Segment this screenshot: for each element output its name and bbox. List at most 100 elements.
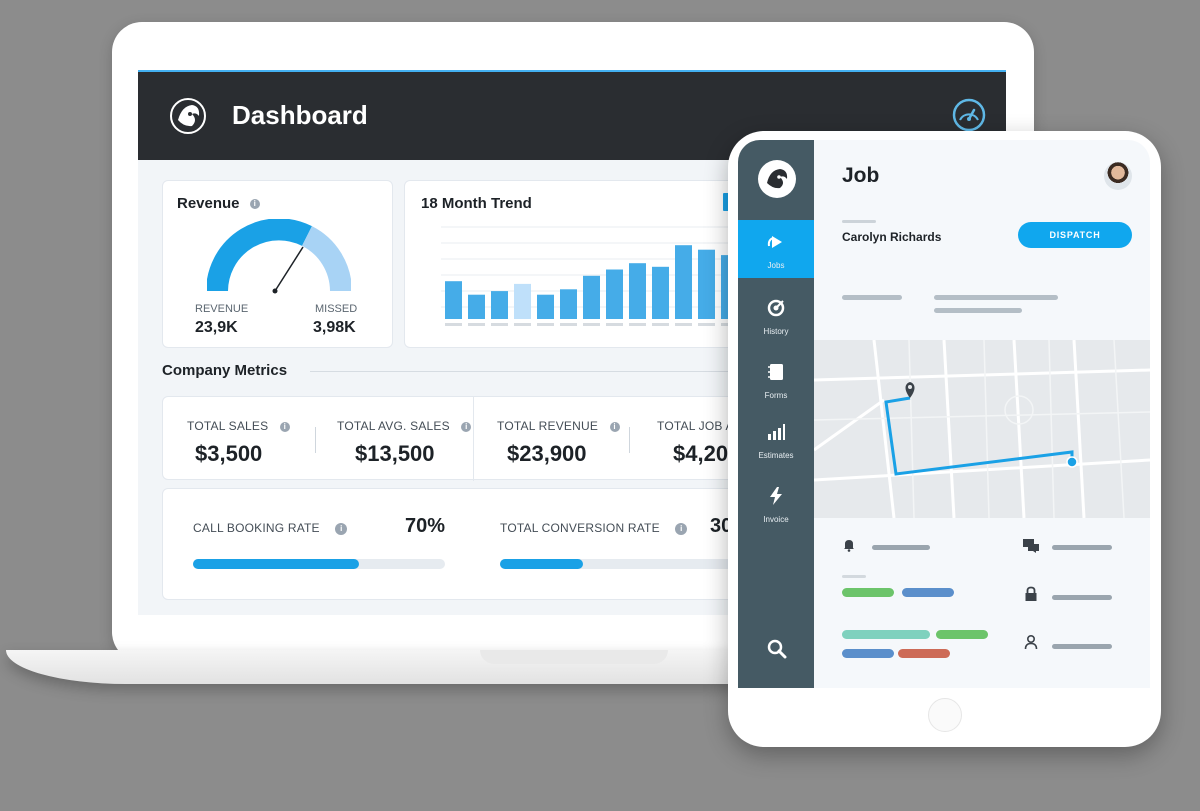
search-icon[interactable]: [766, 638, 788, 660]
sidebar-item-history[interactable]: History: [738, 286, 814, 344]
conversion-progress: [500, 559, 752, 569]
metric-divider: [629, 427, 630, 453]
sidebar-item-forms[interactable]: Forms: [738, 350, 814, 408]
placeholder-bar: [842, 575, 866, 578]
sidebar-item-label: Forms: [764, 391, 788, 400]
trend-tick: [560, 323, 577, 326]
sidebar-item-label: Jobs: [767, 261, 785, 270]
trend-bar[interactable]: [445, 281, 462, 319]
rate-value: 70%: [405, 515, 446, 537]
trend-bar[interactable]: [560, 289, 577, 319]
trend-tick: [514, 323, 531, 326]
page-title: Dashboard: [232, 100, 368, 130]
revenue-gauge: [207, 219, 351, 294]
revenue-card: Revenue i REVENUE 23,9K MISSED 3,98K: [162, 180, 393, 348]
avatar[interactable]: [1104, 162, 1132, 190]
bell-icon: [844, 540, 854, 552]
metric-label: TOTAL AVG. SALES: [337, 419, 450, 433]
rate-label: CALL BOOKING RATE: [193, 521, 320, 535]
tag-blue: [902, 588, 954, 597]
revenue-label: REVENUE: [195, 303, 249, 315]
info-icon[interactable]: i: [609, 421, 620, 432]
placeholder-bar: [934, 308, 1022, 313]
company-metrics-title: Company Metrics: [162, 362, 288, 379]
rate-label: TOTAL CONVERSION RATE: [500, 521, 660, 535]
trend-bar[interactable]: [675, 245, 692, 319]
lock-icon: [1025, 586, 1037, 601]
tag-blue: [842, 649, 894, 658]
trend-bar[interactable]: [491, 291, 508, 319]
dispatch-button[interactable]: DISPATCH: [1018, 222, 1132, 248]
sidebar-item-label: Estimates: [758, 451, 794, 460]
map-illustration: [814, 340, 1150, 518]
call-booking-progress: [193, 559, 445, 569]
sidebar-item-invoice[interactable]: Invoice: [738, 474, 814, 532]
trend-bar[interactable]: [583, 275, 600, 319]
estimates-icon: [768, 424, 785, 440]
metric-value: $13,500: [355, 441, 435, 466]
tag-green: [936, 630, 988, 639]
info-icon[interactable]: i: [279, 421, 290, 432]
info-icon[interactable]: i: [249, 199, 260, 210]
metric-label: TOTAL SALES: [187, 419, 269, 433]
trend-card: 18 Month Trend: [404, 180, 735, 348]
tablet-screen: Jobs History Forms: [738, 140, 1150, 688]
trend-tick: [537, 323, 554, 326]
placeholder-bar: [842, 295, 902, 300]
info-icon[interactable]: i: [461, 421, 472, 432]
trend-bar[interactable]: [537, 294, 554, 319]
chat-icon: [1023, 539, 1039, 553]
revenue-card-title: Revenue: [177, 195, 240, 212]
trend-bar[interactable]: [652, 266, 669, 319]
invoice-icon: [770, 487, 782, 505]
tag-red: [898, 649, 950, 658]
tablet-home-button[interactable]: [928, 698, 962, 732]
speedometer-icon[interactable]: [952, 98, 986, 132]
trend-tick: [491, 323, 508, 326]
metric-label: TOTAL JOB AV: [657, 419, 741, 433]
placeholder-bar: [1052, 595, 1112, 600]
trend-tick: [583, 323, 600, 326]
placeholder-bar: [1052, 644, 1112, 649]
trend-tick: [606, 323, 623, 326]
trend-bar[interactable]: [514, 283, 531, 319]
trend-tick: [629, 323, 646, 326]
sidebar-item-jobs[interactable]: Jobs: [738, 220, 814, 278]
laptop-notch: [480, 650, 668, 664]
trend-bar[interactable]: [468, 294, 485, 319]
metric-value: $3,500: [195, 441, 263, 466]
trend-toggle[interactable]: [723, 193, 729, 211]
trend-bar[interactable]: [698, 249, 715, 319]
missed-label: MISSED: [315, 303, 358, 315]
progress-fill: [500, 559, 584, 569]
progress-fill: [193, 559, 360, 569]
rate-value: 30: [710, 515, 733, 537]
trend-tick: [698, 323, 715, 326]
placeholder-bar: [1052, 545, 1112, 550]
route-map[interactable]: [814, 340, 1150, 518]
trend-tick: [675, 323, 692, 326]
user-icon: [1024, 634, 1038, 650]
placeholder-bar: [934, 295, 1058, 300]
tablet-sidebar: Jobs History Forms: [738, 140, 814, 688]
trend-card-title: 18 Month Trend: [421, 195, 532, 212]
info-icon[interactable]: i: [335, 522, 348, 535]
company-logo-icon: [767, 169, 788, 189]
trend-bar-chart: [441, 226, 735, 326]
company-logo-icon: [170, 98, 206, 134]
tablet-logo: [758, 160, 796, 198]
job-title: Job: [842, 164, 880, 187]
trend-bar[interactable]: [606, 269, 623, 320]
metric-label: TOTAL REVENUE: [497, 419, 599, 433]
tag-green: [842, 588, 894, 597]
info-icon[interactable]: i: [675, 522, 688, 535]
metric-divider: [473, 397, 474, 481]
history-icon: [767, 299, 785, 317]
placeholder-bar: [872, 545, 930, 550]
sidebar-item-label: History: [763, 327, 789, 336]
missed-value: 3,98K: [313, 319, 356, 336]
sidebar-item-estimates[interactable]: Estimates: [738, 410, 814, 468]
trend-bar[interactable]: [629, 263, 646, 319]
forms-icon: [768, 364, 783, 380]
placeholder-bar: [842, 220, 876, 223]
